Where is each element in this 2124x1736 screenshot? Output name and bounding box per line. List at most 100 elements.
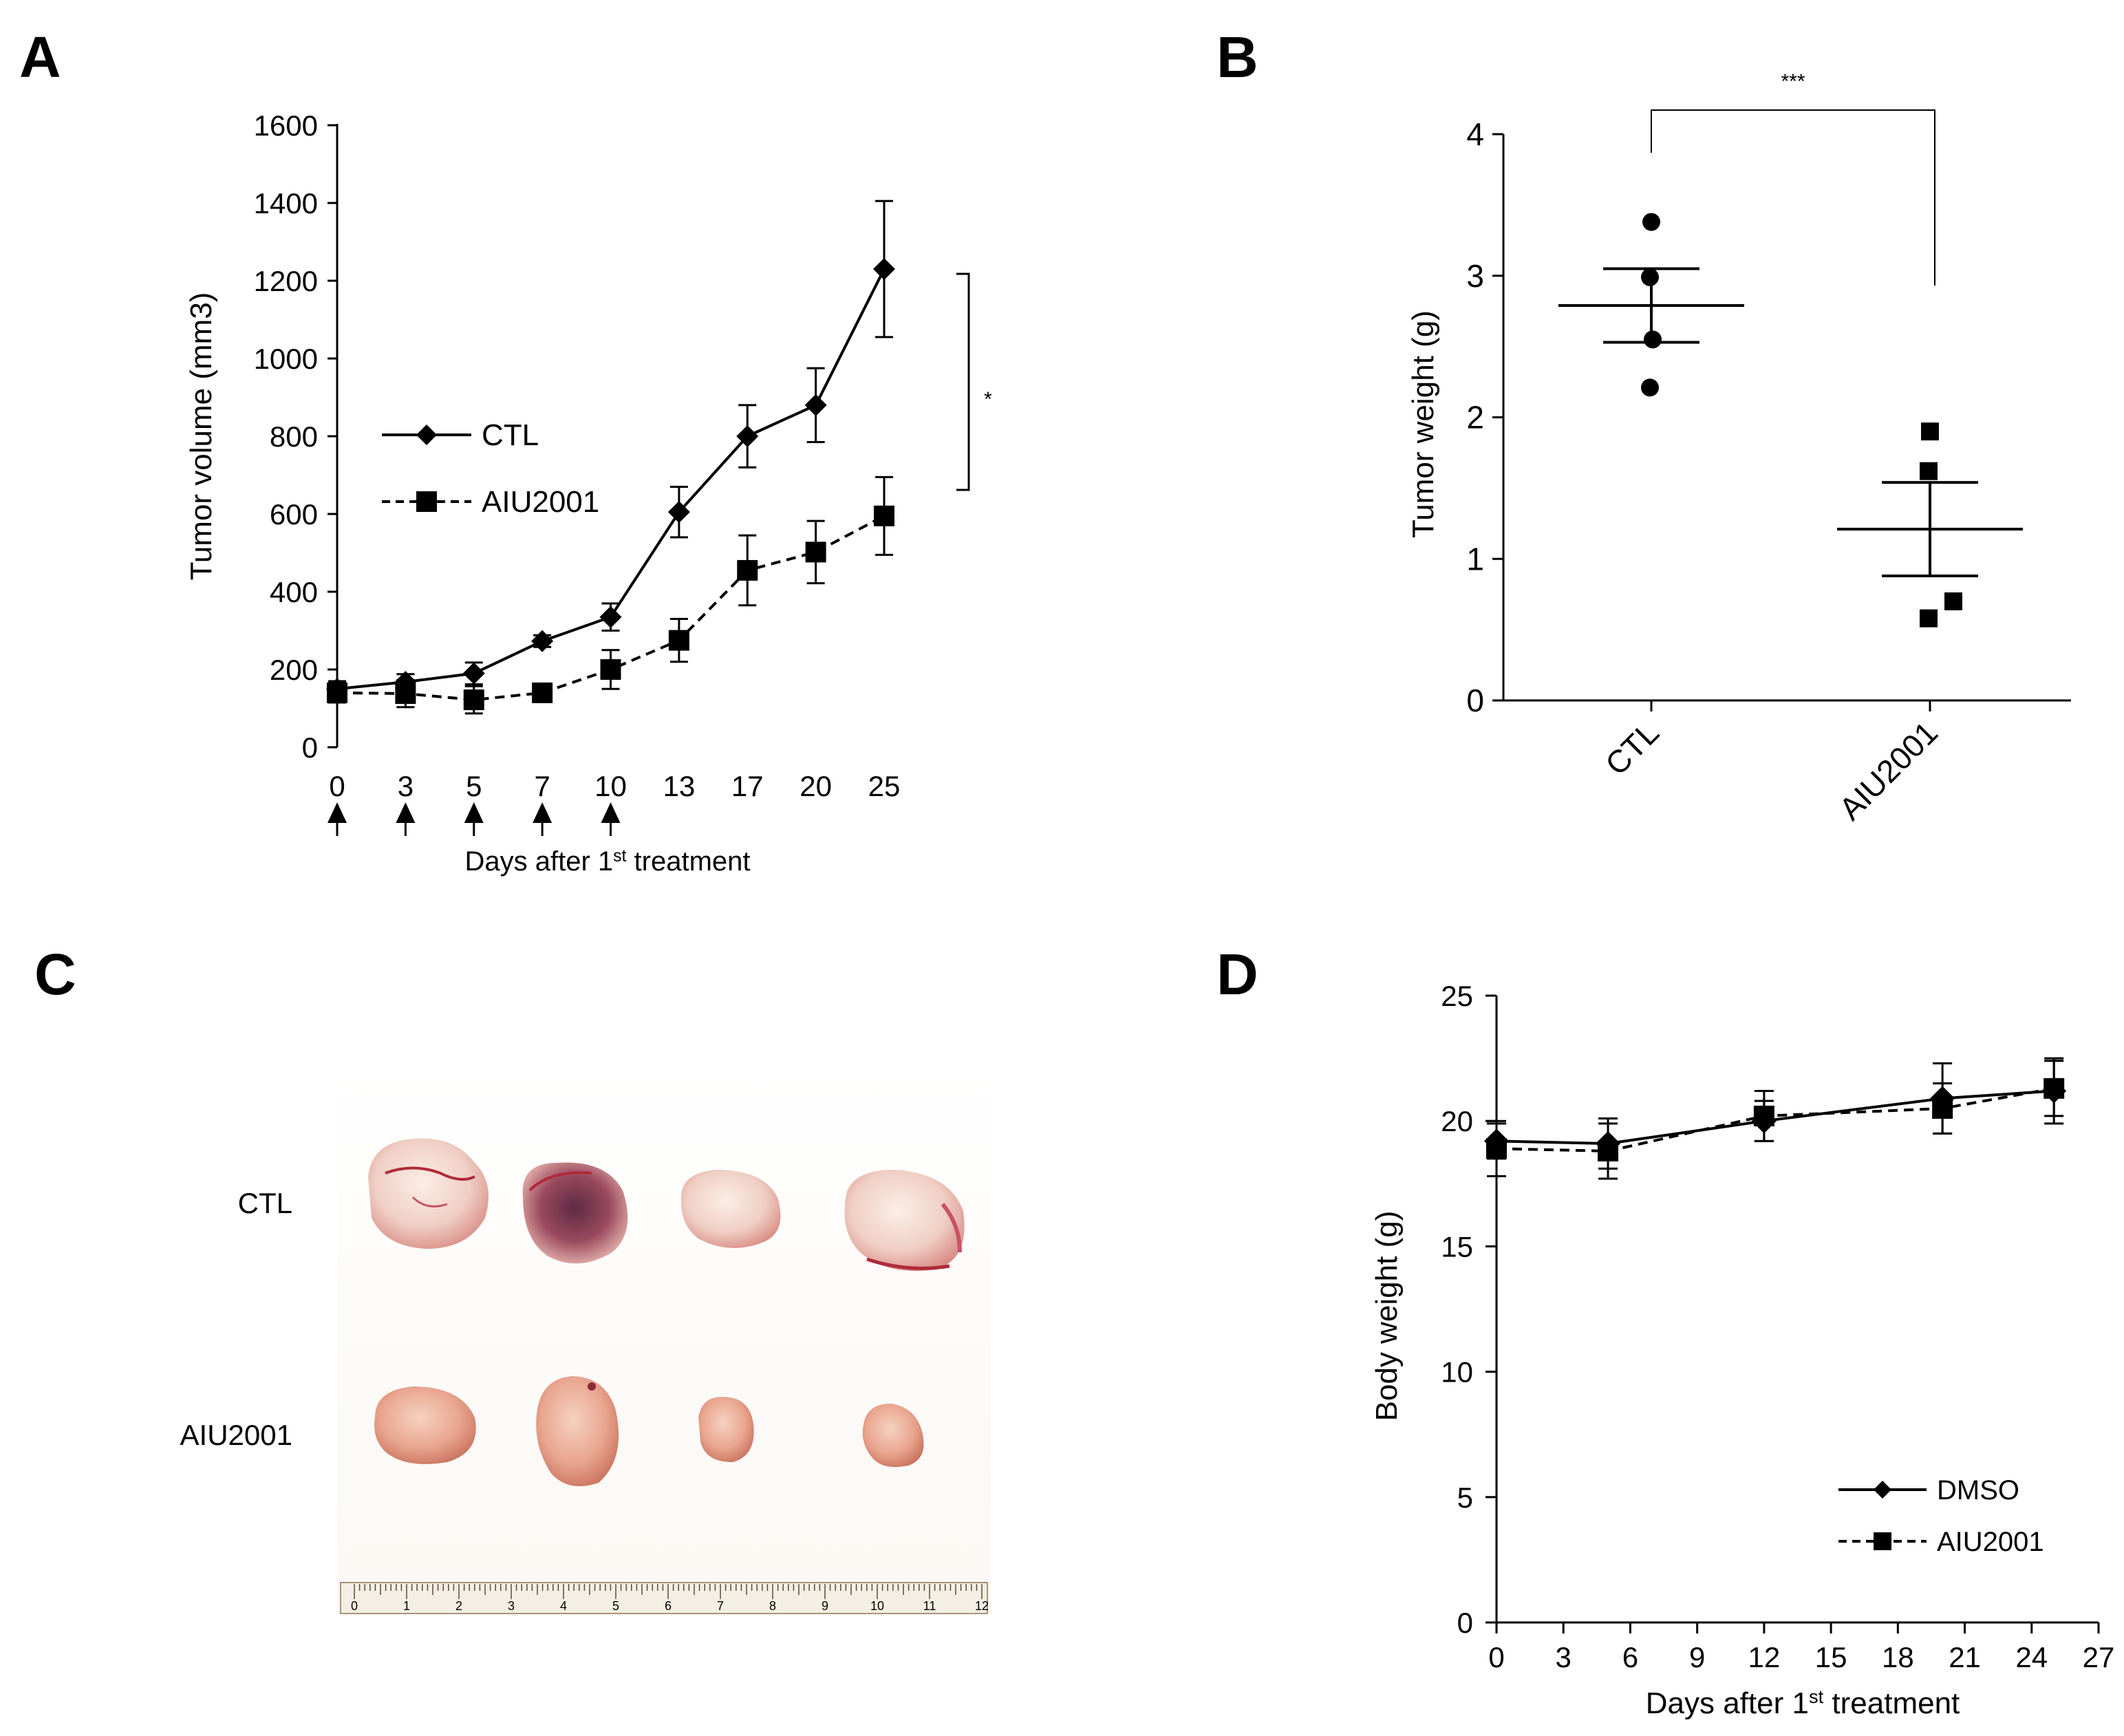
x-tick-label: 9 xyxy=(1689,1641,1705,1673)
tumor-aiu-3 xyxy=(698,1397,754,1462)
tumor-ctl-3 xyxy=(680,1170,781,1248)
x-tick-label: 25 xyxy=(868,770,901,802)
legend-label-ctl: CTL xyxy=(482,418,539,452)
y-tick-label: 20 xyxy=(1441,1105,1473,1137)
panel-label-c: C xyxy=(34,942,76,1007)
tumor-ctl-1 xyxy=(368,1138,489,1249)
y-tick-label: 0 xyxy=(302,731,318,764)
x-tick-label: 13 xyxy=(663,770,696,802)
data-point-aiu2001 xyxy=(1921,422,1939,441)
tumor-photo: 0 1 2 3 4 5 6 7 8 9 10 11 12 xyxy=(337,1063,991,1614)
x-tick-label: 3 xyxy=(398,770,414,802)
data-point-aiu2001 xyxy=(1753,1105,1774,1126)
data-point-aiu2001 xyxy=(600,659,621,680)
ruler-number: 0 xyxy=(351,1599,358,1613)
photo-row-label-ctl: CTL xyxy=(238,1187,292,1219)
x-tick-label: 17 xyxy=(731,770,764,802)
data-point-aiu2001 xyxy=(1944,592,1962,610)
y-tick-label: 4 xyxy=(1466,116,1484,152)
chart-b-tumor-weight: 0 1 2 3 4 Tumor weight (g) CTL AIU2001 *** xyxy=(1406,70,2071,827)
y-tick-label: 0 xyxy=(1457,1607,1473,1639)
data-point-aiu2001 xyxy=(1598,1140,1619,1161)
significance-marker: * xyxy=(984,388,992,411)
ruler-number: 2 xyxy=(455,1599,462,1613)
y-tick-label: 0 xyxy=(1466,683,1484,718)
treatment-arrow-head xyxy=(464,802,484,823)
ruler-number: 8 xyxy=(769,1599,776,1613)
data-point-aiu2001 xyxy=(1932,1097,1953,1119)
legend-label-aiu2001: AIU2001 xyxy=(482,485,599,519)
data-point-ctl xyxy=(462,662,485,685)
x-tick-label: 15 xyxy=(1815,1641,1847,1673)
ruler-number: 11 xyxy=(923,1599,936,1613)
y-tick-label: 400 xyxy=(270,576,318,608)
y-axis-label: Body weight (g) xyxy=(1370,1211,1404,1422)
x-tick-label: CTL xyxy=(1598,714,1666,782)
treatment-arrow-head xyxy=(533,802,553,823)
tumor-ctl-2 xyxy=(522,1162,628,1264)
data-point-aiu2001 xyxy=(1920,609,1938,628)
data-point-aiu2001 xyxy=(668,630,689,651)
ruler-number: 3 xyxy=(508,1599,515,1613)
significance-marker: *** xyxy=(1781,70,1805,93)
tumor-ctl-4 xyxy=(844,1170,965,1272)
data-point-aiu2001 xyxy=(1486,1138,1507,1159)
data-point-aiu2001 xyxy=(805,542,826,563)
chart-d-body-weight: 0 5 10 15 20 25 0 3 6 9 12 15 18 21 24 27 Body weight (g… xyxy=(1370,980,2114,1720)
tumor-aiu-2 xyxy=(536,1376,619,1486)
panel-label-b: B xyxy=(1216,25,1258,89)
x-tick-label: 18 xyxy=(1882,1641,1914,1673)
data-point-aiu2001 xyxy=(2043,1078,2065,1099)
data-point-aiu2001 xyxy=(532,682,553,703)
data-point-ctl xyxy=(804,394,827,416)
data-point-ctl xyxy=(599,606,622,628)
ruler-number: 5 xyxy=(612,1599,619,1613)
y-tick-label: 1200 xyxy=(254,265,318,297)
legend-label-dmso: DMSO xyxy=(1937,1475,2019,1505)
ruler-number: 1 xyxy=(403,1599,410,1613)
data-point-aiu2001 xyxy=(1920,462,1938,480)
ruler-number: 12 xyxy=(975,1599,989,1613)
x-tick-label: AIU2001 xyxy=(1832,714,1944,826)
x-axis-label: Days after 1st treatment xyxy=(1646,1686,1960,1721)
data-point-aiu2001 xyxy=(463,689,484,711)
panel-label-d: D xyxy=(1216,942,1258,1007)
x-tick-label: 3 xyxy=(1556,1641,1571,1673)
y-tick-label: 2 xyxy=(1466,400,1484,436)
y-tick-label: 25 xyxy=(1441,980,1473,1012)
x-tick-label: 27 xyxy=(2083,1641,2115,1673)
treatment-arrow-head xyxy=(328,802,347,823)
data-point-ctl xyxy=(873,258,895,281)
y-tick-label: 1600 xyxy=(254,109,318,142)
ruler: 0 1 2 3 4 5 6 7 8 9 10 11 12 xyxy=(340,1582,989,1614)
x-tick-label: 24 xyxy=(2015,1641,2048,1673)
legend-marker-aiu2001 xyxy=(1874,1532,1891,1550)
x-tick-label: 7 xyxy=(534,770,550,802)
treatment-arrow-head xyxy=(601,802,621,823)
y-tick-label: 1000 xyxy=(254,343,318,375)
significance-bracket xyxy=(956,272,970,491)
data-point-ctl xyxy=(1641,378,1659,397)
y-tick-label: 5 xyxy=(1457,1481,1473,1514)
y-tick-label: 1400 xyxy=(254,187,318,219)
ruler-number: 7 xyxy=(717,1599,724,1613)
legend-marker-ctl xyxy=(416,425,437,445)
x-tick-label: 12 xyxy=(1748,1641,1781,1673)
y-tick-label: 10 xyxy=(1441,1356,1473,1389)
treatment-arrow-head xyxy=(396,802,416,823)
legend-marker-aiu2001 xyxy=(416,491,437,512)
y-axis-label: Tumor volume (mm3) xyxy=(184,292,218,581)
x-tick-label: 0 xyxy=(329,770,345,802)
ruler-number: 10 xyxy=(870,1599,884,1613)
y-tick-label: 200 xyxy=(270,654,318,686)
x-axis-label: Days after 1st treatment xyxy=(464,846,750,877)
data-point-ctl xyxy=(1642,213,1660,231)
tumor-aiu-1 xyxy=(374,1386,476,1464)
x-tick-label: 6 xyxy=(1622,1641,1638,1673)
y-tick-label: 15 xyxy=(1441,1230,1473,1263)
data-point-aiu2001 xyxy=(737,559,758,581)
y-tick-label: 800 xyxy=(270,420,318,453)
ruler-number: 6 xyxy=(665,1599,672,1613)
x-tick-label: 10 xyxy=(594,770,627,802)
